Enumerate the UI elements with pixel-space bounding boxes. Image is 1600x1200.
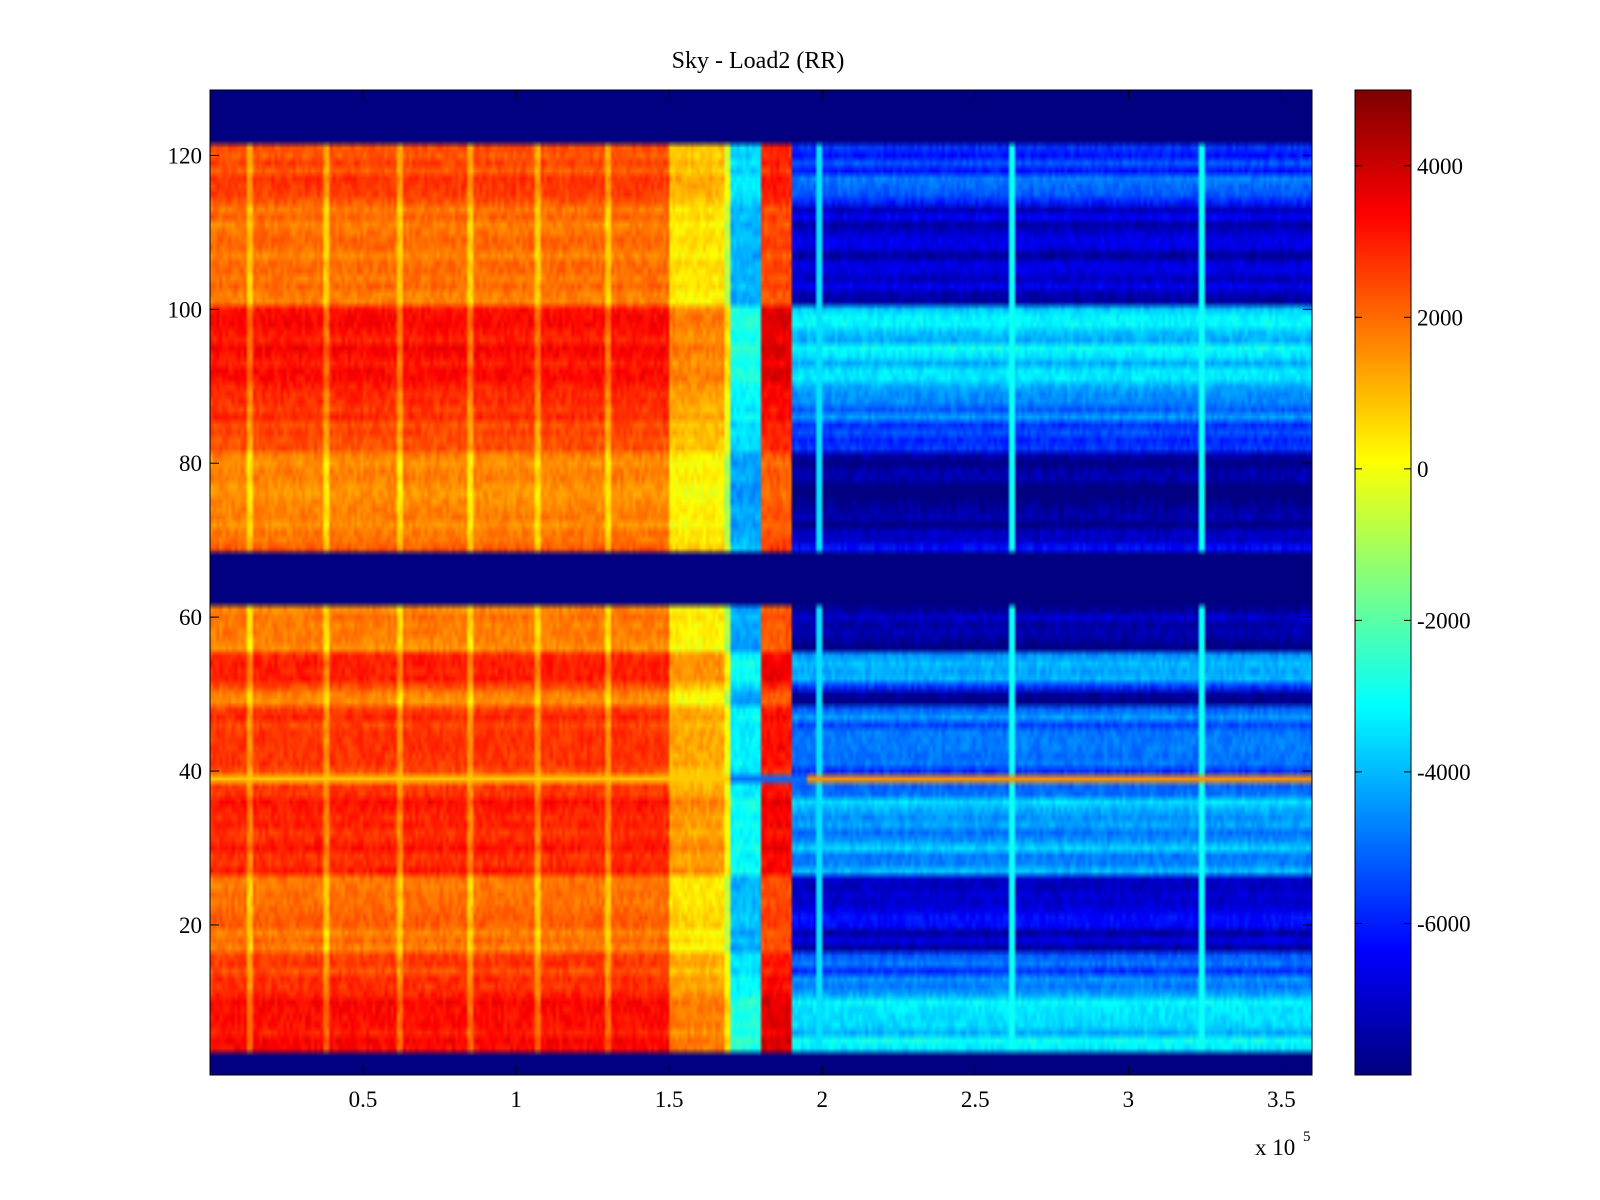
chart-title: Sky - Load2 (RR) (672, 48, 845, 74)
x-tick-label: 1 (510, 1087, 522, 1112)
x-tick-label: 0.5 (349, 1087, 378, 1112)
colorbar-tick-label: -6000 (1417, 911, 1471, 936)
y-tick-label: 20 (179, 913, 202, 938)
y-tick-label: 60 (179, 605, 202, 630)
x-axis: 0.5 1 1.5 2 2.5 3 3.5 (349, 90, 1296, 1112)
axes-frame (209, 89, 1313, 1076)
colorbar-tick-label: 4000 (1417, 154, 1463, 179)
x-tick-label: 2 (816, 1087, 828, 1112)
heatmap-image (210, 90, 1312, 1075)
x-tick-label: 3 (1123, 1087, 1135, 1112)
colorbar-tick-label: -2000 (1417, 608, 1471, 633)
colorbar-gradient (1355, 90, 1411, 1075)
x-tick-label: 3.5 (1267, 1087, 1296, 1112)
y-axis: 20 40 60 80 100 120 (168, 143, 1312, 938)
x-tick-label: 2.5 (961, 1087, 990, 1112)
y-tick-label: 100 (168, 297, 203, 322)
x-tick-label: 1.5 (655, 1087, 684, 1112)
colorbar-ticks: 4000 2000 0 -2000 -4000 -6000 (1355, 154, 1471, 936)
colorbar-tick-label: -4000 (1417, 760, 1471, 785)
colorbar: 4000 2000 0 -2000 -4000 -6000 (1354, 89, 1471, 1076)
plot-area: 0.5 1 1.5 2 2.5 3 3.5 20 40 60 80 100 120 (168, 89, 1313, 1112)
colorbar-tick-label: 0 (1417, 457, 1429, 482)
x-scale-label: x 10 (1255, 1135, 1295, 1160)
y-tick-label: 80 (179, 451, 202, 476)
y-tick-label: 40 (179, 759, 202, 784)
colorbar-tick-label: 2000 (1417, 305, 1463, 330)
colorbar-frame (1354, 89, 1412, 1076)
x-scale-exponent: 5 (1303, 1129, 1311, 1145)
y-tick-label: 120 (168, 143, 203, 168)
